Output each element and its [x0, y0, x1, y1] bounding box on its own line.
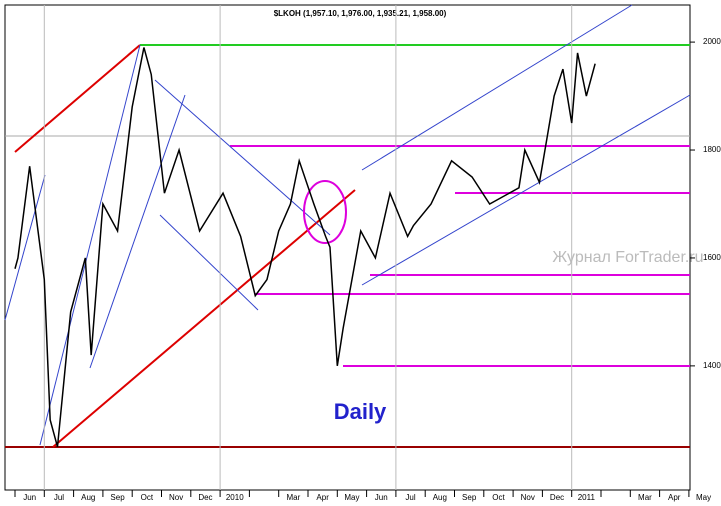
x-tick-label: Apr	[316, 493, 329, 502]
chart-title: $LKOH (1,957.10, 1,976.00, 1,935.21, 1,9…	[274, 9, 447, 18]
trend-line	[52, 189, 356, 448]
x-tick-label: Mar	[286, 493, 300, 502]
x-tick-label: Jul	[54, 493, 64, 502]
x-tick-label: 2011	[578, 493, 596, 502]
y-tick-label: 1400	[703, 361, 721, 370]
x-tick-label: Aug	[433, 493, 447, 502]
x-tick-label: Mar	[638, 493, 652, 502]
annotation: Daily	[334, 399, 387, 424]
x-tick-label: Nov	[169, 493, 183, 502]
x-tick-label: Nov	[521, 493, 535, 502]
y-tick-label: 1600	[703, 253, 721, 262]
x-tick-label: Dec	[550, 493, 564, 502]
trend-line	[14, 44, 141, 153]
y-tick-label: 1800	[703, 145, 721, 154]
x-tick-label: Jun	[375, 493, 388, 502]
x-tick-label: Aug	[81, 493, 95, 502]
channel-line	[159, 214, 259, 311]
y-tick-label: 2000	[703, 37, 721, 46]
price-line	[14, 47, 596, 448]
x-tick-label: Sep	[462, 493, 477, 502]
x-tick-label: Dec	[198, 493, 212, 502]
x-tick-label: Sep	[110, 493, 125, 502]
x-tick-label: 2010	[226, 493, 244, 502]
plot-frame	[4, 4, 691, 491]
channel-line	[154, 79, 331, 236]
x-tick-label: Oct	[141, 493, 154, 502]
x-tick-label: May	[696, 493, 711, 502]
channel-line	[4, 174, 46, 321]
channel-line	[89, 94, 186, 369]
watermark: Журнал ForTrader.ru	[552, 249, 703, 266]
highlight-ellipse	[303, 180, 347, 244]
x-tick-label: May	[344, 493, 359, 502]
channel-line	[39, 44, 141, 446]
x-tick-label: Jul	[405, 493, 415, 502]
channel-line	[361, 94, 691, 286]
x-tick-label: Apr	[668, 493, 681, 502]
x-tick-label: Oct	[492, 493, 505, 502]
channel-line	[361, 4, 633, 171]
x-tick-label: Jun	[23, 493, 36, 502]
